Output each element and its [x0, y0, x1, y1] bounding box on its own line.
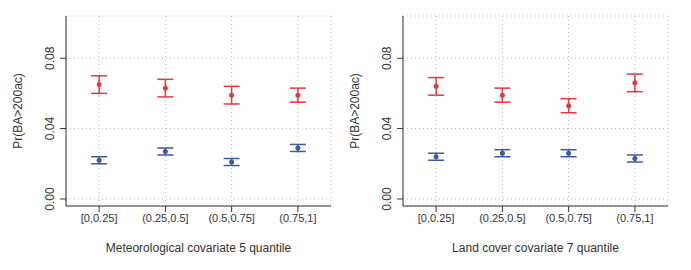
svg-text:Meteorological covariate 5 qua: Meteorological covariate 5 quantile	[106, 241, 292, 255]
svg-text:(0.25,0.5]: (0.25,0.5]	[479, 212, 525, 224]
svg-text:0.00: 0.00	[380, 187, 394, 211]
svg-text:(0.5,0.75]: (0.5,0.75]	[208, 212, 254, 224]
svg-text:Pr(BA>200ac): Pr(BA>200ac)	[348, 73, 362, 149]
svg-text:0.08: 0.08	[43, 46, 57, 70]
svg-text:(0.25,0.5]: (0.25,0.5]	[142, 212, 188, 224]
svg-text:0.08: 0.08	[380, 46, 394, 70]
svg-text:[0,0.25]: [0,0.25]	[418, 212, 455, 224]
svg-text:(0.75,1]: (0.75,1]	[279, 212, 316, 224]
svg-text:[0,0.25]: [0,0.25]	[81, 212, 118, 224]
svg-text:0.04: 0.04	[380, 117, 394, 141]
svg-text:(0.75,1]: (0.75,1]	[616, 212, 653, 224]
svg-text:0.00: 0.00	[43, 187, 57, 211]
svg-text:(0.5,0.75]: (0.5,0.75]	[545, 212, 591, 224]
svg-text:Pr(BA>200ac): Pr(BA>200ac)	[11, 73, 25, 149]
svg-text:Land cover covariate 7 quantil: Land cover covariate 7 quantile	[452, 241, 619, 255]
svg-text:0.04: 0.04	[43, 117, 57, 141]
